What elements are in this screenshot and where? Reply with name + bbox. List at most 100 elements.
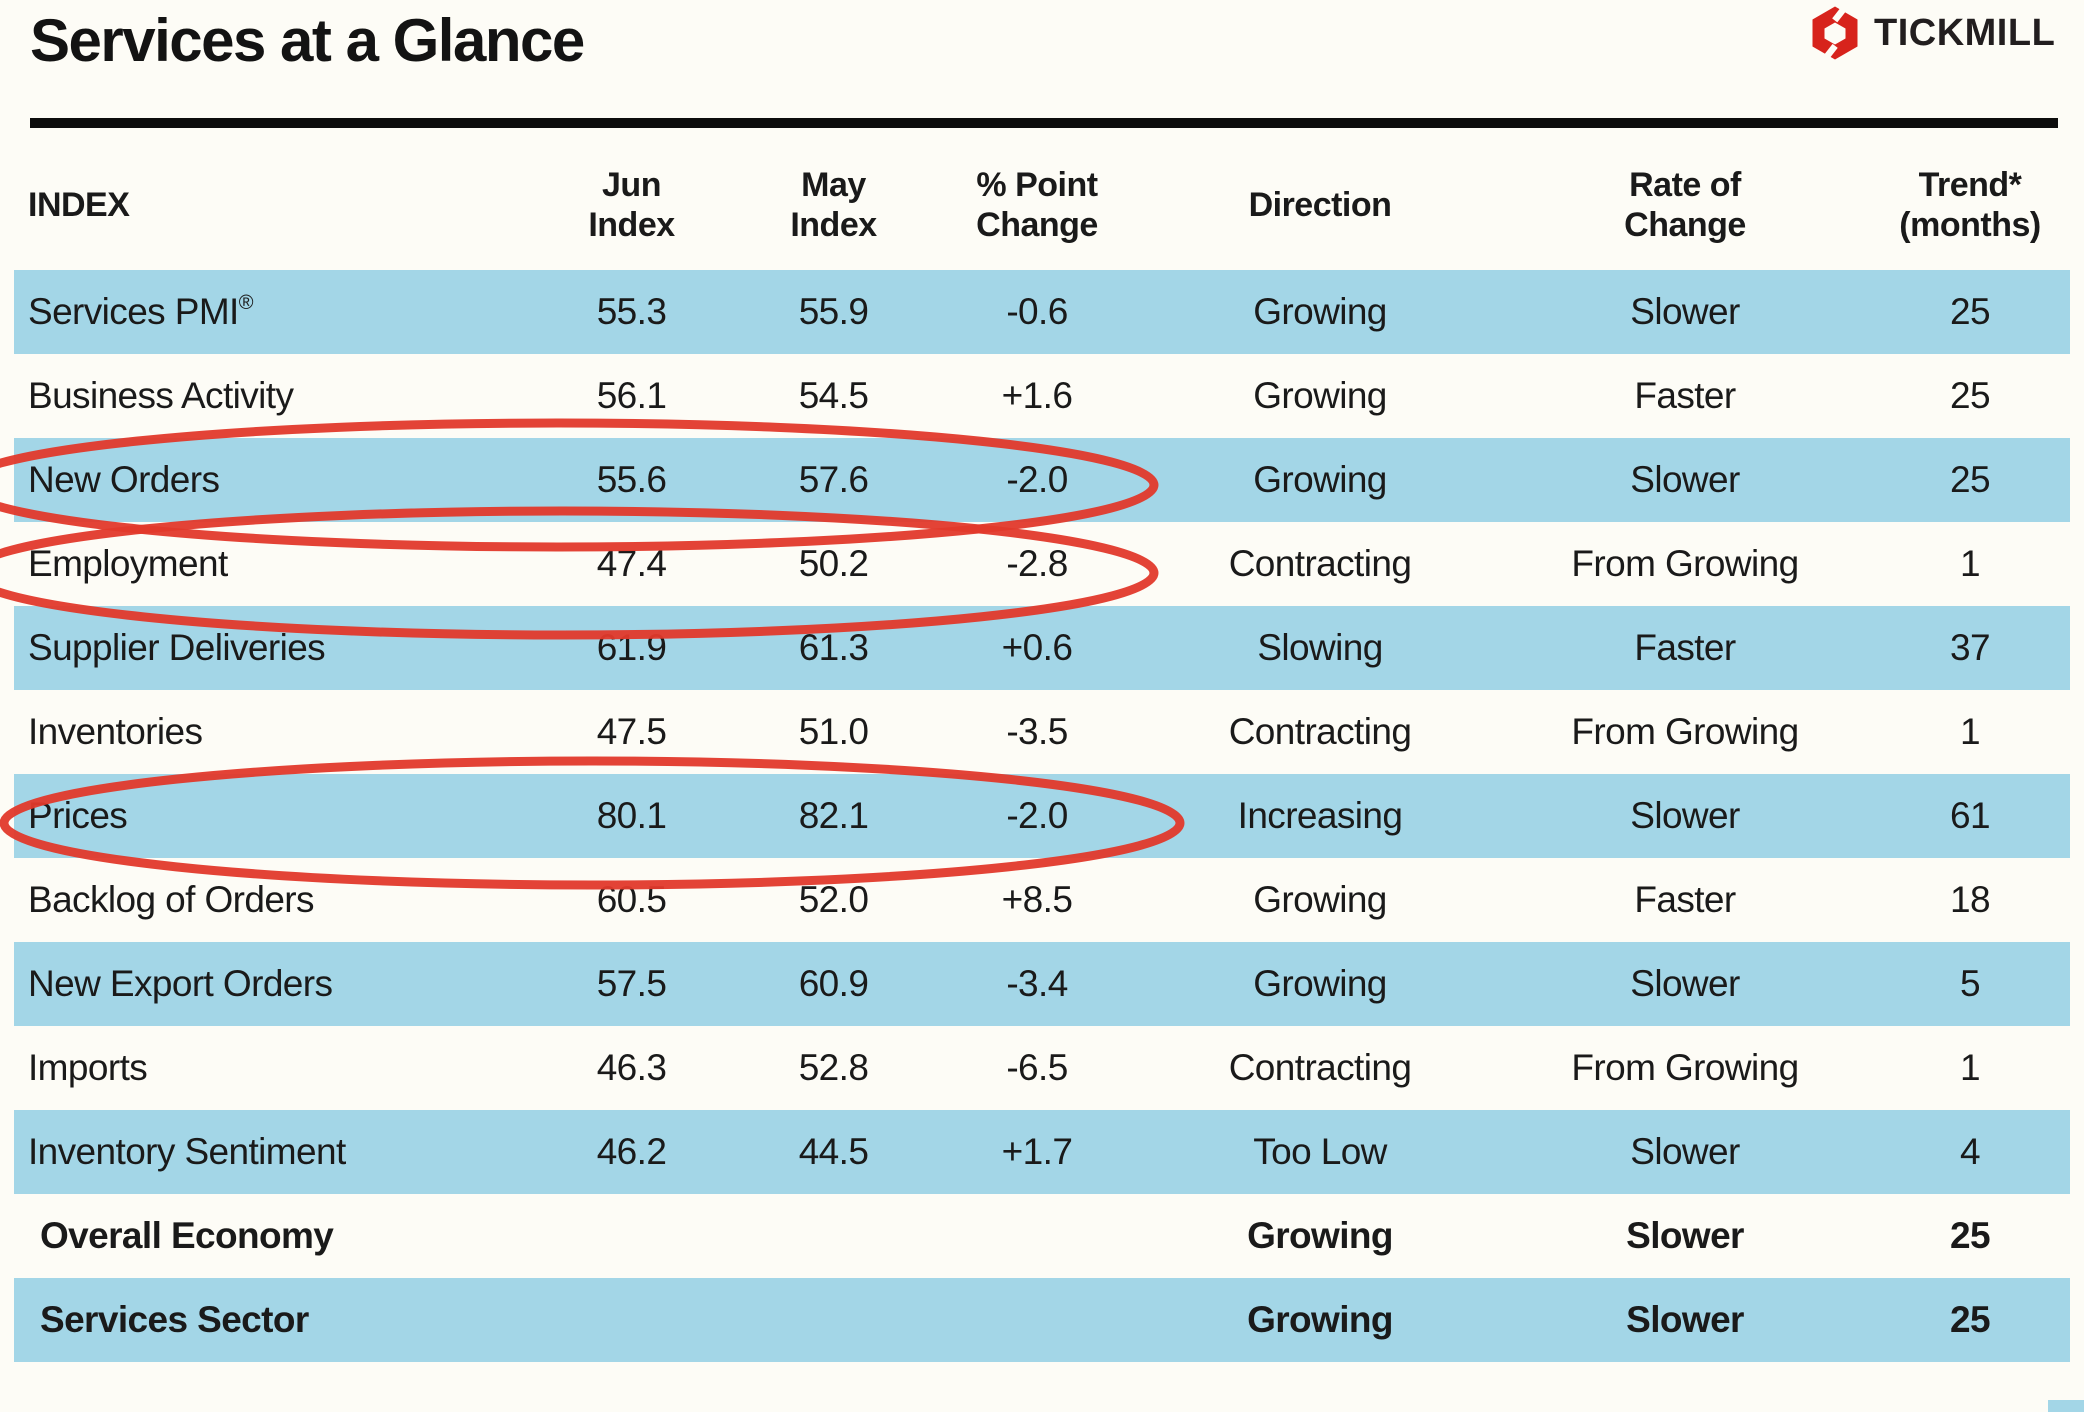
cell-may-index: 61.3 bbox=[733, 627, 934, 669]
header-line: % Point bbox=[976, 165, 1098, 204]
cell-trend-months-text: 4 bbox=[1960, 1131, 1981, 1172]
cell-point-change-text: +1.7 bbox=[1001, 1131, 1073, 1172]
cell-index-name-text: Overall Economy bbox=[40, 1215, 334, 1256]
cell-direction: Growing bbox=[1140, 1215, 1500, 1257]
table-row: Business Activity 56.1 54.5 +1.6 Growing Fast… bbox=[14, 354, 2070, 438]
cell-direction-text: Growing bbox=[1247, 1299, 1393, 1340]
cell-direction-text: Increasing bbox=[1237, 795, 1403, 836]
cell-rate-of-change-text: Faster bbox=[1634, 879, 1736, 920]
cell-trend-months: 1 bbox=[1870, 1047, 2070, 1089]
cell-direction: Growing bbox=[1140, 963, 1500, 1005]
cell-index-name-text: Services Sector bbox=[40, 1299, 309, 1340]
cell-jun-index: 47.4 bbox=[530, 543, 733, 585]
cell-rate-of-change-text: From Growing bbox=[1571, 543, 1799, 584]
cell-may-index: 44.5 bbox=[733, 1131, 934, 1173]
table-row: Backlog of Orders 60.5 52.0 +8.5 Growing Fast… bbox=[14, 858, 2070, 942]
cell-point-change: -2.0 bbox=[934, 795, 1140, 837]
table-row: Imports 46.3 52.8 -6.5 Contracting From Growi… bbox=[14, 1026, 2070, 1110]
cell-trend-months: 37 bbox=[1870, 627, 2070, 669]
tickmill-wordmark: TICKMILL bbox=[1874, 11, 2056, 54]
cell-index-name: Services Sector bbox=[14, 1299, 530, 1341]
registered-mark: ® bbox=[238, 292, 254, 314]
cell-direction-text: Slowing bbox=[1257, 627, 1383, 668]
cell-jun-index-text: 80.1 bbox=[596, 795, 667, 836]
cell-index-name-text: New Export Orders bbox=[28, 963, 333, 1004]
cell-index-name: Prices bbox=[14, 795, 530, 837]
cell-direction-text: Growing bbox=[1253, 879, 1387, 920]
cell-index-name-text: Imports bbox=[28, 1047, 148, 1088]
cell-point-change: -3.5 bbox=[934, 711, 1140, 753]
cell-jun-index: 47.5 bbox=[530, 711, 733, 753]
cell-direction-text: Growing bbox=[1253, 375, 1387, 416]
cell-jun-index-text: 46.3 bbox=[596, 1047, 667, 1088]
cell-index-name: Supplier Deliveries bbox=[14, 627, 530, 669]
cell-direction-text: Too Low bbox=[1253, 1131, 1387, 1172]
table-body: Services PMI® 55.3 55.9 -0.6 Growing Slower 25… bbox=[14, 270, 2070, 1362]
cell-jun-index: 57.5 bbox=[530, 963, 733, 1005]
cell-direction-text: Growing bbox=[1253, 291, 1387, 332]
cell-may-index-text: 44.5 bbox=[798, 1131, 869, 1172]
cell-rate-of-change: Slower bbox=[1500, 963, 1870, 1005]
cell-rate-of-change: From Growing bbox=[1500, 543, 1870, 585]
cell-point-change: +0.6 bbox=[934, 627, 1140, 669]
cell-trend-months-text: 25 bbox=[1950, 291, 1991, 332]
tickmill-logo: TICKMILL bbox=[1810, 4, 2055, 62]
header-direction: Direction bbox=[1140, 140, 1500, 270]
cell-jun-index-text: 61.9 bbox=[596, 627, 667, 668]
cell-rate-of-change: Slower bbox=[1500, 795, 1870, 837]
header-line: Rate of bbox=[1629, 165, 1741, 204]
cell-rate-of-change-text: Faster bbox=[1634, 375, 1736, 416]
cell-point-change-text: +1.6 bbox=[1001, 375, 1073, 416]
cell-trend-months: 25 bbox=[1870, 1299, 2070, 1341]
cell-index-name-text: Services PMI bbox=[28, 291, 239, 332]
cell-may-index-text: 51.0 bbox=[798, 711, 869, 752]
cell-point-change-text: -0.6 bbox=[1006, 291, 1068, 332]
cell-rate-of-change: From Growing bbox=[1500, 711, 1870, 753]
table-row: Inventories 47.5 51.0 -3.5 Contracting From G… bbox=[14, 690, 2070, 774]
cell-may-index: 52.8 bbox=[733, 1047, 934, 1089]
cell-point-change-text: -6.5 bbox=[1006, 1047, 1068, 1088]
cell-index-name: Services PMI® bbox=[14, 291, 530, 333]
cell-jun-index-text: 55.6 bbox=[596, 459, 667, 500]
cell-may-index-text: 54.5 bbox=[798, 375, 869, 416]
cell-jun-index-text: 56.1 bbox=[596, 375, 667, 416]
cell-trend-months-text: 1 bbox=[1960, 1047, 1981, 1088]
cell-may-index: 82.1 bbox=[733, 795, 934, 837]
cell-point-change: +8.5 bbox=[934, 879, 1140, 921]
cell-point-change-text: -3.5 bbox=[1006, 711, 1068, 752]
cell-direction: Growing bbox=[1140, 1299, 1500, 1341]
cell-may-index-text: 60.9 bbox=[798, 963, 869, 1004]
cell-point-change-text: -3.4 bbox=[1006, 963, 1068, 1004]
cell-index-name: Inventory Sentiment bbox=[14, 1131, 530, 1173]
cell-point-change: -0.6 bbox=[934, 291, 1140, 333]
header-trend-months: Trend* (months) bbox=[1870, 140, 2070, 270]
cell-may-index: 50.2 bbox=[733, 543, 934, 585]
table-row: Services Sector Growing Slower 25 bbox=[14, 1278, 2070, 1362]
cell-direction-text: Contracting bbox=[1228, 1047, 1412, 1088]
cell-index-name-text: Inventory Sentiment bbox=[28, 1131, 346, 1172]
cell-rate-of-change-text: Slower bbox=[1630, 459, 1740, 500]
cell-rate-of-change: Slower bbox=[1500, 459, 1870, 501]
clipped-row-fragment bbox=[2048, 1400, 2084, 1412]
header-point-change: % Point Change bbox=[934, 140, 1140, 270]
header-line: Trend* bbox=[1918, 165, 2022, 204]
cell-trend-months-text: 18 bbox=[1950, 879, 1991, 920]
table-row: Overall Economy Growing Slower 25 bbox=[14, 1194, 2070, 1278]
cell-index-name-text: Supplier Deliveries bbox=[28, 627, 326, 668]
cell-point-change: -2.0 bbox=[934, 459, 1140, 501]
cell-direction: Slowing bbox=[1140, 627, 1500, 669]
cell-rate-of-change-text: Slower bbox=[1630, 795, 1740, 836]
cell-may-index-text: 57.6 bbox=[798, 459, 869, 500]
cell-jun-index-text: 47.4 bbox=[596, 543, 667, 584]
cell-trend-months: 1 bbox=[1870, 543, 2070, 585]
cell-index-name-text: Business Activity bbox=[28, 375, 294, 416]
cell-direction: Growing bbox=[1140, 375, 1500, 417]
cell-point-change-text: -2.0 bbox=[1006, 459, 1068, 500]
cell-trend-months-text: 25 bbox=[1950, 1215, 1991, 1256]
cell-index-name-text: Prices bbox=[28, 795, 128, 836]
cell-trend-months: 18 bbox=[1870, 879, 2070, 921]
cell-point-change-text: -2.8 bbox=[1006, 543, 1068, 584]
cell-direction: Growing bbox=[1140, 291, 1500, 333]
cell-trend-months: 25 bbox=[1870, 1215, 2070, 1257]
cell-rate-of-change-text: Slower bbox=[1626, 1215, 1744, 1256]
